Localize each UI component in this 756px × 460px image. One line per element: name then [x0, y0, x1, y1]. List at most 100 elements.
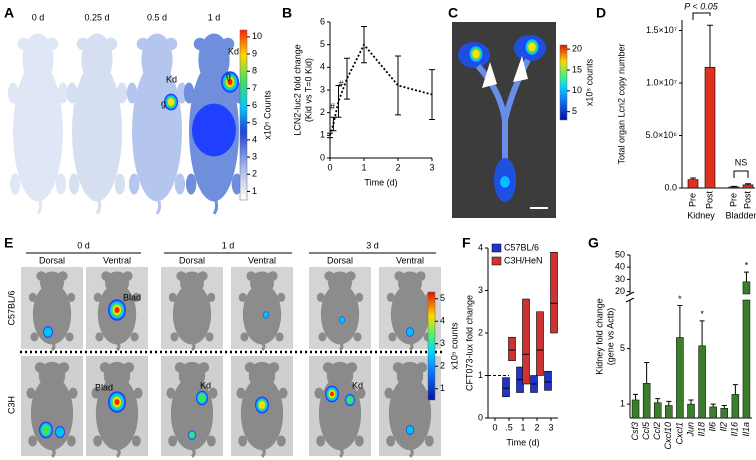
colorbar-tick-label: 5 — [440, 293, 445, 303]
colorbar-label: x10⁵ counts — [449, 322, 459, 370]
view-label: Dorsal — [327, 255, 353, 265]
x-tick-label: Il16 — [730, 422, 740, 437]
y-tick-label: 2 — [320, 107, 325, 117]
colorbar-tick-label: 3 — [440, 338, 445, 348]
timepoint-label: 1 d — [222, 240, 235, 250]
error-bar — [644, 361, 650, 384]
mouse-paw — [206, 435, 216, 447]
annotation: Blad — [95, 382, 113, 392]
view-label: Ventral — [248, 255, 276, 265]
y-axis-label: CFT073-lux fold change — [464, 295, 474, 391]
annotation: P < 0.05 — [684, 1, 718, 11]
mouse-paw — [278, 387, 288, 399]
colorbar-tick-label: 4 — [440, 316, 445, 326]
signal-spot — [406, 328, 414, 336]
mouse-paw — [238, 435, 248, 447]
mouse-paw — [168, 435, 178, 447]
y-tick-label: 4 — [478, 242, 483, 252]
error-bar — [395, 55, 401, 116]
error-bar — [429, 69, 435, 120]
bar — [704, 66, 716, 189]
mouse-paw — [93, 435, 103, 447]
group-label: Kidney — [687, 210, 715, 220]
box — [522, 298, 530, 385]
mouse-body — [72, 61, 122, 202]
annotation: Kd — [228, 46, 239, 56]
x-tick-label: 0 — [492, 422, 497, 432]
colorbar-tick-label: 2 — [252, 169, 257, 179]
signal-spot — [406, 426, 414, 434]
mouse-image — [314, 361, 366, 458]
colorbar-tick-label: 3 — [252, 151, 257, 161]
annotation: # — [338, 79, 343, 89]
mouse-paw — [168, 292, 177, 302]
colorbar-tick-label: 6 — [252, 100, 257, 110]
error-bar — [721, 405, 727, 409]
mouse-paw — [65, 332, 74, 342]
bar — [665, 405, 673, 419]
mouse-paw — [314, 387, 324, 399]
signal-spot — [167, 98, 175, 106]
x-tick-label: 2 — [534, 422, 539, 432]
mouse-head — [141, 33, 173, 86]
x-tick-label: 0 — [327, 162, 332, 172]
signal-spot — [198, 393, 206, 403]
x-axis-label: Time (d) — [364, 177, 397, 187]
box — [502, 377, 510, 398]
mouse-head — [22, 33, 54, 86]
bar — [731, 394, 740, 419]
axis-break — [625, 291, 635, 303]
mouse-paw — [316, 292, 325, 302]
mouse-head — [198, 33, 230, 86]
mouse-image — [93, 271, 141, 351]
mouse-paw — [183, 82, 195, 104]
annotation: Blad — [123, 292, 141, 302]
x-tick-label: Cxcl1 — [674, 422, 684, 445]
legend-swatch — [491, 256, 502, 266]
mouse-image — [66, 33, 128, 215]
error-bar — [710, 403, 716, 407]
box — [536, 311, 544, 376]
annotation: # — [330, 102, 335, 112]
colorbar-tick-label: 15 — [572, 64, 582, 74]
y-tick-label: 5 — [620, 343, 625, 353]
bar — [642, 383, 651, 419]
colorbar — [559, 44, 568, 121]
signal-spot — [339, 317, 345, 323]
signal-spot — [192, 103, 236, 157]
signal-spot — [330, 391, 334, 397]
y-tick-label: 0 — [478, 412, 483, 422]
mouse-paw — [130, 332, 139, 342]
colorbar-tick-label: 4 — [252, 134, 257, 144]
y-tick-label: 1 — [320, 130, 325, 140]
panel-label: A — [4, 5, 14, 21]
x-tick-label: Cxcl10 — [663, 422, 673, 450]
panel-label: B — [282, 5, 292, 21]
y-tick-label: 1 — [478, 370, 483, 380]
legend-label: C3H/HeN — [504, 255, 543, 265]
signal-spot — [472, 49, 480, 59]
bar-lower — [742, 299, 751, 419]
mouse-paw — [354, 435, 364, 447]
y-tick-label: 0.0 — [664, 182, 677, 192]
annotation: NS — [735, 157, 748, 167]
error-bar — [344, 57, 350, 100]
mouse-paw — [7, 82, 19, 104]
bar — [687, 403, 695, 419]
y-tick-label: 4 — [320, 62, 325, 72]
error-bar — [690, 177, 696, 180]
colorbar-tick-label: 20 — [572, 44, 582, 54]
y-axis-label: Total organ Lcn2 copy number — [616, 43, 626, 164]
x-tick-label: Post — [742, 190, 752, 209]
colorbar-tick-label: 9 — [252, 48, 257, 58]
ureter — [475, 58, 531, 160]
mouse-head — [328, 271, 352, 295]
bracket — [692, 12, 711, 20]
bar — [676, 337, 684, 419]
legend-swatch — [491, 243, 502, 253]
mouse-paw — [126, 82, 138, 104]
y-tick-label: 50 — [615, 249, 625, 259]
y-axis-label: (gene vs Actb) — [605, 308, 615, 366]
y-axis-label: Kidney fold change — [594, 298, 604, 375]
